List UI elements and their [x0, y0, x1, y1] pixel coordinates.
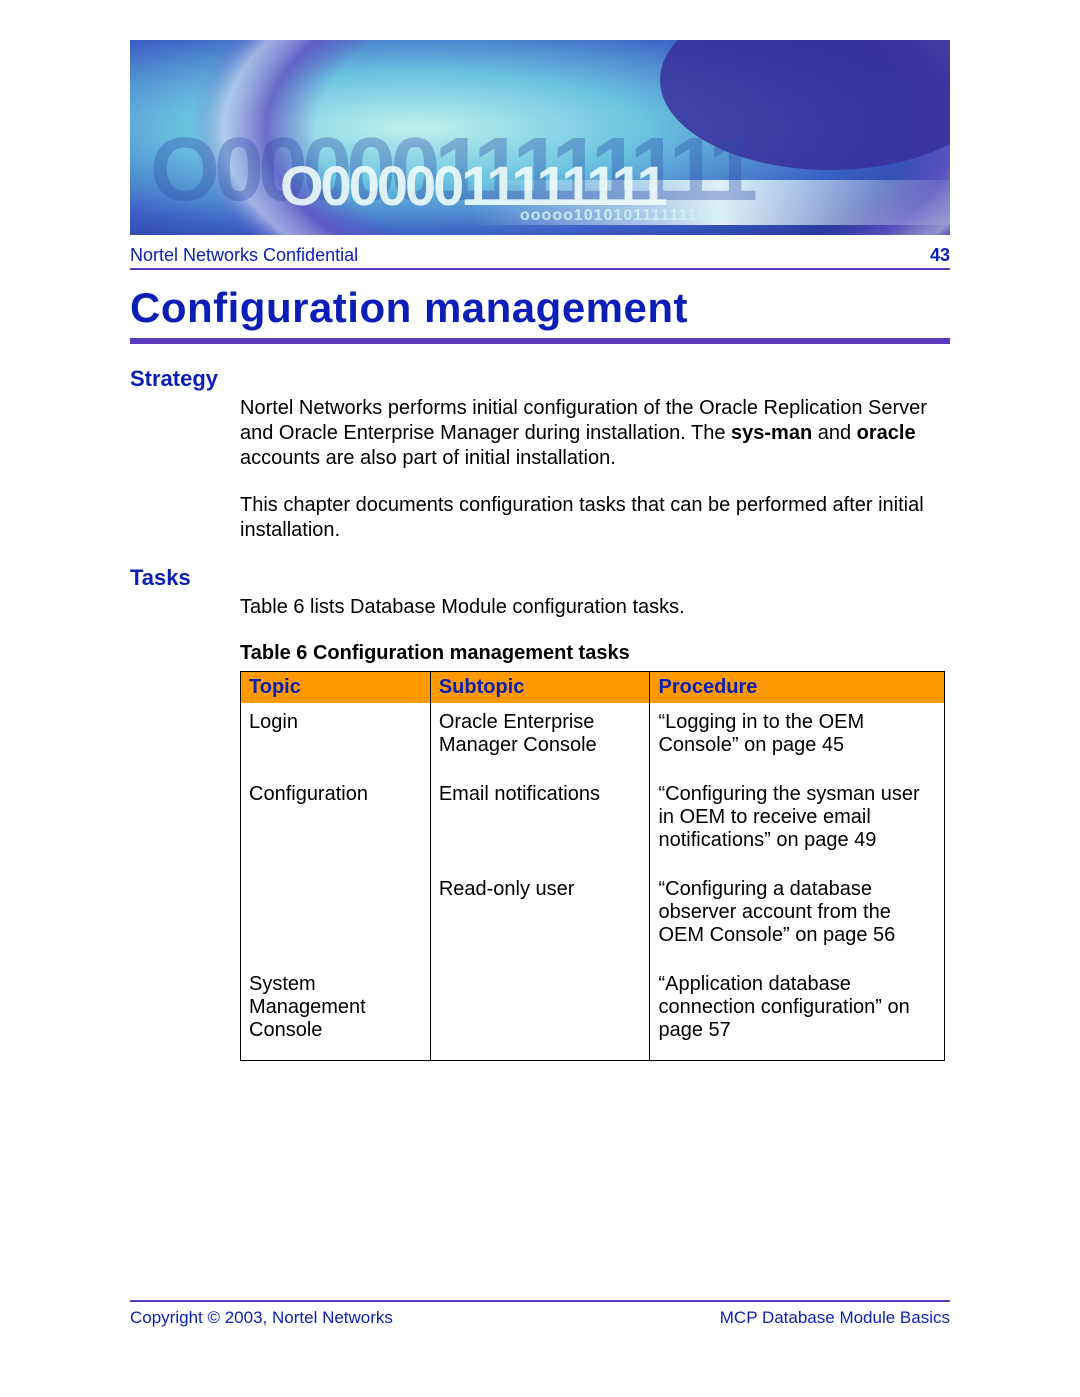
strategy-para-1: Nortel Networks performs initial configu… — [240, 396, 950, 471]
table-caption: Table 6 Configuration management tasks — [240, 642, 950, 665]
table-row: Configuration Email notifications “Confi… — [241, 775, 945, 870]
cell-subtopic: Email notifications — [430, 775, 650, 870]
cell-procedure: “Logging in to the OEM Console” on page … — [650, 703, 945, 775]
title-rule — [130, 338, 950, 344]
col-subtopic: Subtopic — [430, 672, 650, 704]
page-number: 43 — [930, 245, 950, 266]
cell-topic: System Management Console — [241, 965, 431, 1061]
col-topic: Topic — [241, 672, 431, 704]
banner-digits-large: O0000011111111 — [280, 154, 667, 217]
table-header-row: Topic Subtopic Procedure — [241, 672, 945, 704]
footer-doc-title: MCP Database Module Basics — [720, 1308, 950, 1328]
bold-sysman: sys-man — [731, 422, 812, 444]
header-banner: O0000011111111 ooooo10101011111111111 O0… — [130, 40, 950, 235]
footer-rule — [130, 1300, 950, 1302]
tasks-intro: Table 6 lists Database Module configurat… — [240, 595, 950, 620]
cell-subtopic: Oracle Enterprise Manager Console — [430, 703, 650, 775]
bold-oracle: oracle — [857, 422, 916, 444]
text-segment: and — [812, 422, 856, 444]
table-row: Login Oracle Enterprise Manager Console … — [241, 703, 945, 775]
page-footer: Copyright © 2003, Nortel Networks MCP Da… — [130, 1300, 950, 1328]
page-title: Configuration management — [130, 284, 950, 332]
cell-topic: Configuration — [241, 775, 431, 870]
banner-svg: O0000011111111 ooooo10101011111111111 O0… — [130, 40, 950, 235]
section-heading-strategy: Strategy — [130, 366, 950, 392]
cell-subtopic — [430, 965, 650, 1061]
cell-procedure: “Configuring a database observer account… — [650, 870, 945, 965]
cell-topic — [241, 870, 431, 965]
confidential-label: Nortel Networks Confidential — [130, 245, 358, 266]
table-row: System Management Console “Application d… — [241, 965, 945, 1061]
col-procedure: Procedure — [650, 672, 945, 704]
footer-copyright: Copyright © 2003, Nortel Networks — [130, 1308, 393, 1328]
cell-procedure: “Application database connection configu… — [650, 965, 945, 1061]
section-heading-tasks: Tasks — [130, 565, 950, 591]
cell-topic: Login — [241, 703, 431, 775]
config-tasks-table: Topic Subtopic Procedure Login Oracle En… — [240, 671, 945, 1061]
header-rule — [130, 268, 950, 270]
cell-procedure: “Configuring the sysman user in OEM to r… — [650, 775, 945, 870]
strategy-para-2: This chapter documents configuration tas… — [240, 493, 950, 543]
text-segment: accounts are also part of initial instal… — [240, 447, 616, 469]
header-meta: Nortel Networks Confidential 43 — [130, 245, 950, 266]
cell-subtopic: Read-only user — [430, 870, 650, 965]
page-content: Nortel Networks Confidential 43 Configur… — [130, 245, 950, 1061]
table-row: Read-only user “Configuring a database o… — [241, 870, 945, 965]
